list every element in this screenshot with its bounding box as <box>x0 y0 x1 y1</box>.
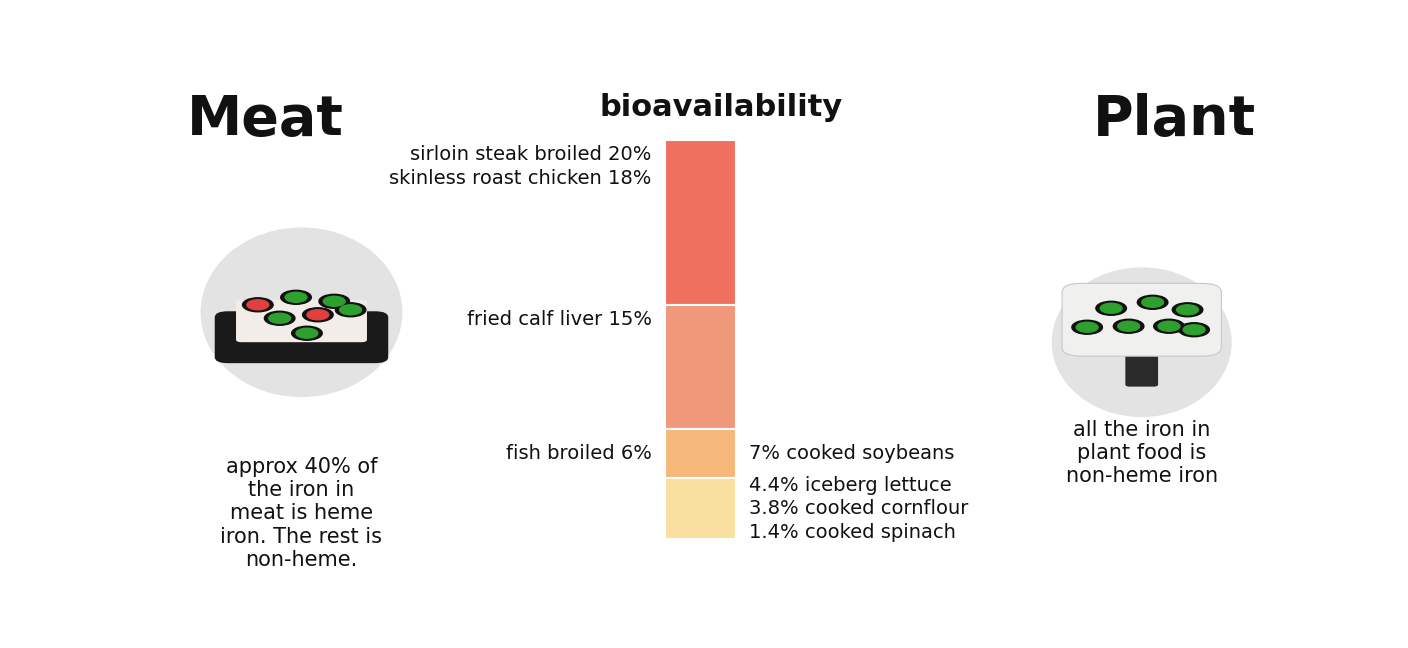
Text: Plant: Plant <box>1093 93 1256 146</box>
FancyBboxPatch shape <box>1125 338 1157 387</box>
Bar <box>665 305 736 429</box>
Circle shape <box>1071 320 1102 334</box>
Circle shape <box>1138 295 1167 309</box>
Circle shape <box>1159 321 1180 331</box>
Circle shape <box>1153 319 1184 333</box>
Bar <box>665 140 736 305</box>
Text: all the iron in
plant food is
non-heme iron: all the iron in plant food is non-heme i… <box>1066 419 1218 486</box>
Ellipse shape <box>1052 268 1232 417</box>
Circle shape <box>265 311 294 325</box>
Circle shape <box>1177 305 1198 315</box>
Text: approx 40% of
the iron in
meat is heme
iron. The rest is
non-heme.: approx 40% of the iron in meat is heme i… <box>221 457 383 570</box>
FancyBboxPatch shape <box>237 300 367 342</box>
Circle shape <box>286 292 307 302</box>
Bar <box>665 478 736 539</box>
Circle shape <box>1118 321 1139 331</box>
Circle shape <box>1095 301 1126 316</box>
Circle shape <box>1173 303 1202 317</box>
Text: 7% cooked soybeans: 7% cooked soybeans <box>749 444 955 463</box>
Circle shape <box>1178 323 1209 337</box>
Circle shape <box>303 308 334 322</box>
Circle shape <box>280 290 311 305</box>
Circle shape <box>269 313 290 323</box>
Circle shape <box>296 329 318 338</box>
Circle shape <box>291 326 322 340</box>
Circle shape <box>320 294 349 308</box>
FancyBboxPatch shape <box>215 311 389 363</box>
Circle shape <box>335 303 366 317</box>
Text: 4.4% iceberg lettuce
3.8% cooked cornflour
1.4% cooked spinach: 4.4% iceberg lettuce 3.8% cooked cornflo… <box>749 476 969 542</box>
Text: fried calf liver 15%: fried calf liver 15% <box>467 310 652 329</box>
Circle shape <box>1100 303 1122 313</box>
Circle shape <box>324 296 345 307</box>
Ellipse shape <box>200 227 403 397</box>
Text: fish broiled 6%: fish broiled 6% <box>505 444 652 463</box>
Circle shape <box>242 298 273 312</box>
Circle shape <box>246 300 269 310</box>
Circle shape <box>1114 319 1143 333</box>
Circle shape <box>1183 325 1205 335</box>
Bar <box>665 429 736 478</box>
FancyBboxPatch shape <box>1062 283 1221 356</box>
Circle shape <box>307 310 328 319</box>
Circle shape <box>1076 322 1098 332</box>
Text: bioavailability: bioavailability <box>600 93 843 122</box>
Text: sirloin steak broiled 20%
skinless roast chicken 18%: sirloin steak broiled 20% skinless roast… <box>390 145 652 188</box>
Circle shape <box>1142 297 1163 307</box>
Circle shape <box>339 305 362 315</box>
Text: Meat: Meat <box>187 93 344 146</box>
